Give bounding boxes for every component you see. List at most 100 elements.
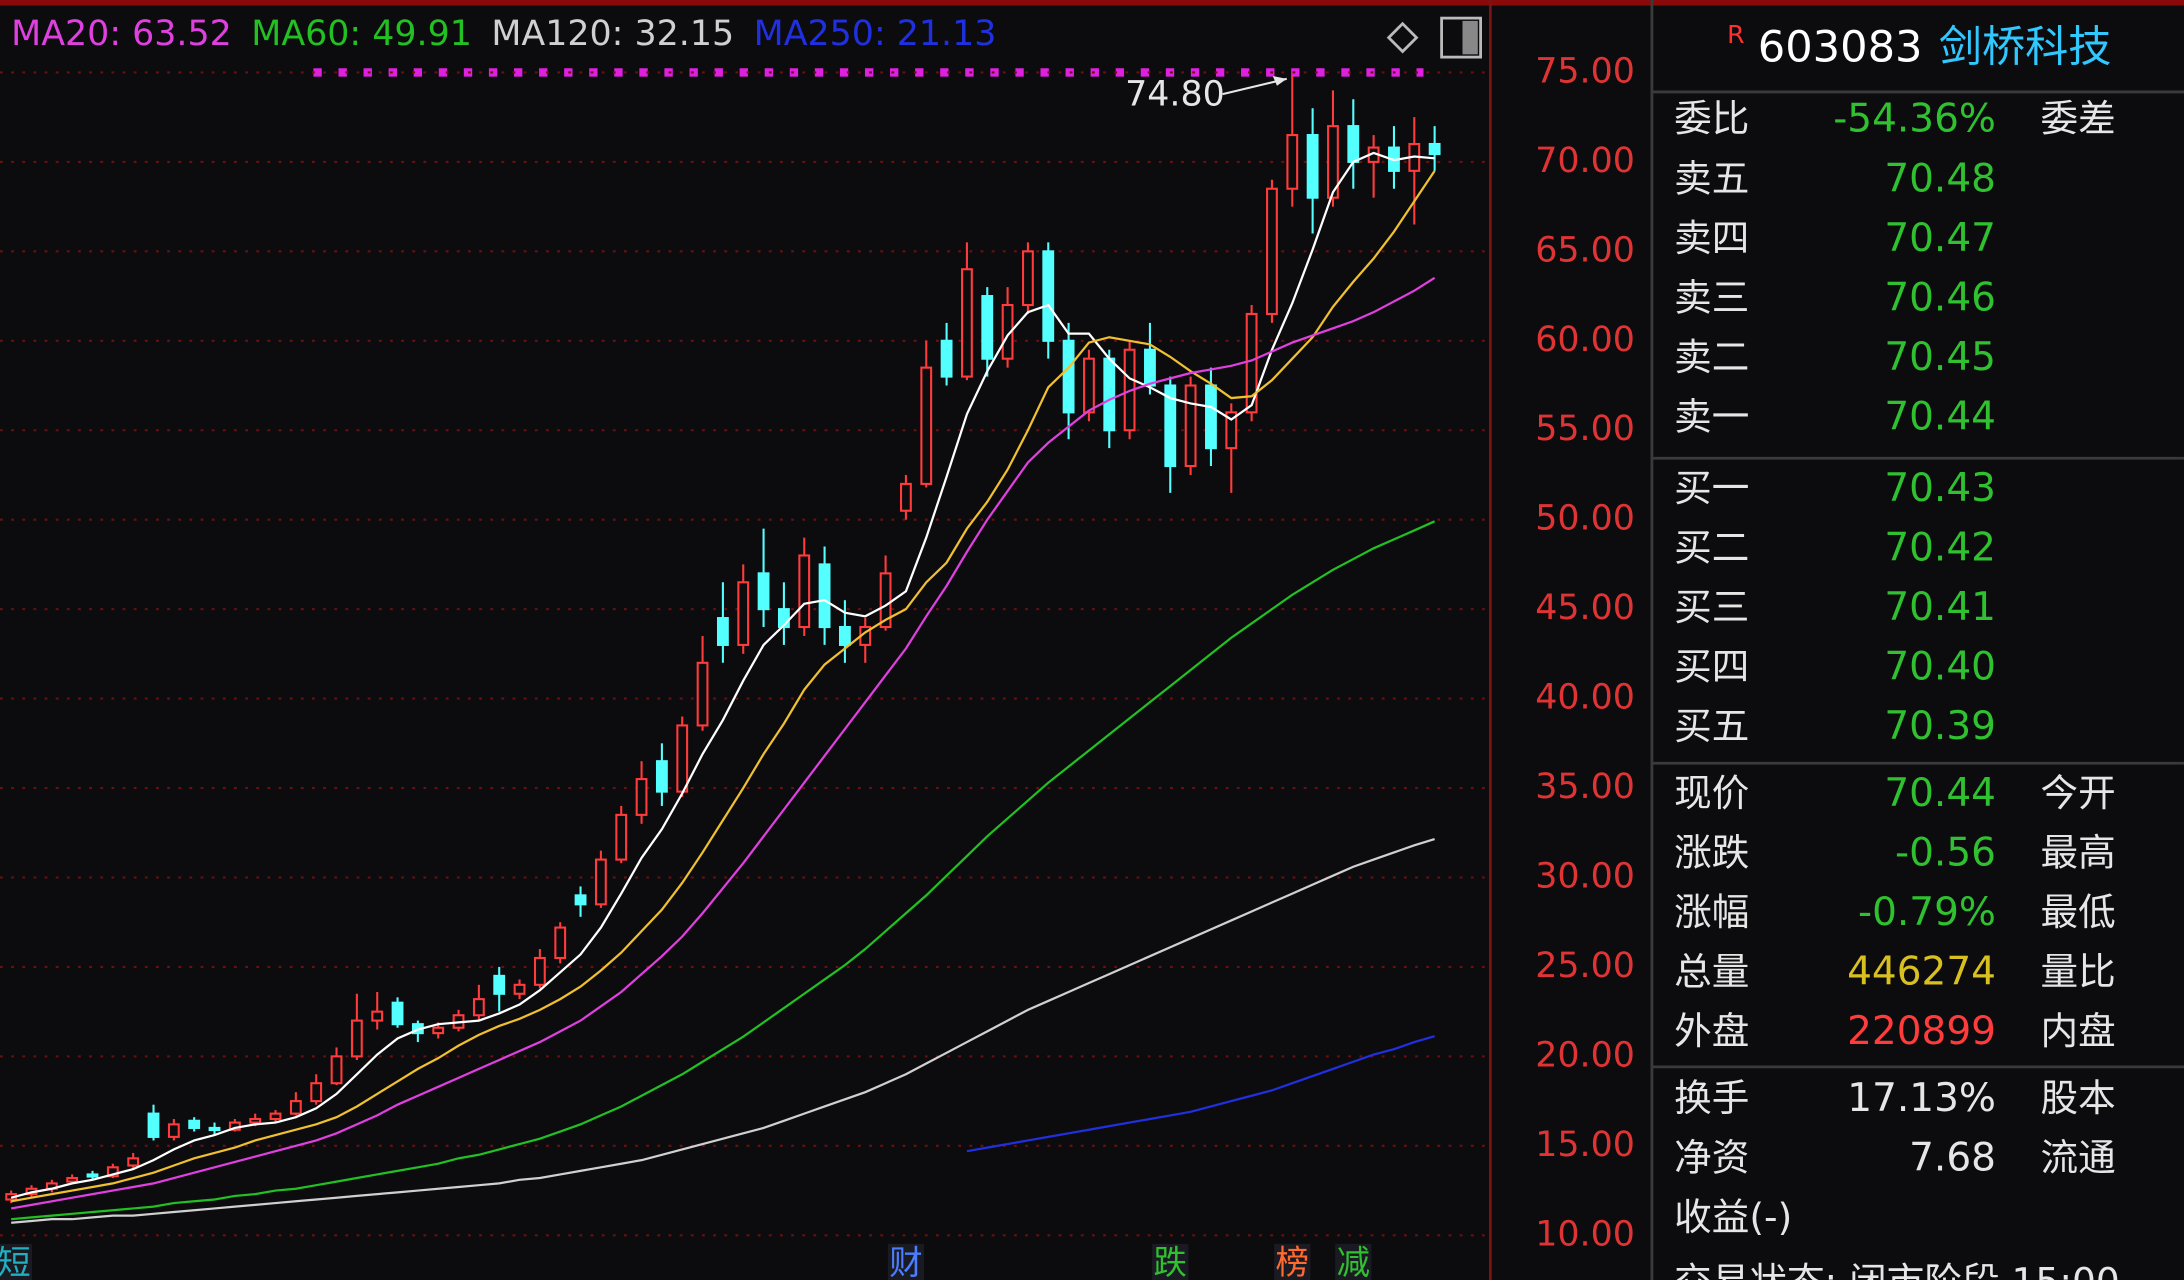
candle-body	[106, 1166, 119, 1178]
quote-label: 现价	[1674, 771, 1749, 815]
candle-body	[1327, 125, 1339, 199]
candle-body	[757, 572, 770, 611]
quote-value: 70.39	[1884, 704, 1996, 749]
candle-body	[1205, 384, 1217, 450]
quote-label: 外盘	[1674, 1009, 1749, 1053]
candle-body	[961, 268, 973, 378]
quote-label: 换手	[1674, 1076, 1749, 1120]
event-marker: 减	[1337, 1243, 1370, 1280]
candle-body	[1428, 142, 1441, 156]
ma-line	[10, 151, 1435, 1199]
badge: R	[1727, 20, 1744, 49]
annotation-arrowhead	[1272, 76, 1287, 86]
y-tick-label: 15.00	[1535, 1125, 1635, 1165]
candle-body	[1001, 303, 1014, 360]
stock-name: 剑桥科技	[1939, 23, 2112, 73]
candle-body	[818, 563, 831, 629]
candle-body	[1144, 348, 1156, 387]
candle-body	[879, 572, 892, 629]
candle-body	[1347, 125, 1360, 163]
event-marker: 短	[0, 1243, 31, 1280]
candle-body	[1225, 411, 1238, 450]
candle-body	[432, 1026, 445, 1035]
candle-body	[1042, 250, 1055, 342]
candle-body	[838, 625, 851, 646]
candle-body	[635, 778, 648, 816]
quote-value: -0.79%	[1858, 890, 1996, 935]
quote-label: 买二	[1674, 525, 1749, 569]
quote-extra: 最低	[2041, 890, 2116, 934]
quote-value: 70.45	[1884, 335, 1996, 380]
candle-body	[574, 894, 587, 906]
y-tick-label: 50.00	[1535, 499, 1635, 539]
candle-body	[147, 1112, 160, 1138]
quote-extra: 量比	[2041, 950, 2116, 994]
panel-icon-fill	[1462, 20, 1478, 55]
event-marker-box	[0, 1243, 33, 1280]
candle-body	[86, 1173, 99, 1178]
quote-value: 70.47	[1884, 216, 1996, 261]
quote-value: 70.44	[1884, 395, 1996, 440]
quote-value: 70.48	[1884, 156, 1996, 201]
candle-body	[594, 858, 607, 906]
quote-extra: 内盘	[2041, 1009, 2116, 1053]
quote-label: 收益(-)	[1674, 1195, 1792, 1239]
legend-entry: MA120: 32.15	[491, 14, 734, 54]
event-marker: 跌	[1154, 1243, 1187, 1280]
quote-label: 买四	[1674, 645, 1749, 689]
quote-label: 委比	[1674, 97, 1749, 141]
event-marker: 榜	[1276, 1243, 1309, 1280]
candle-body	[900, 482, 912, 512]
legend-entry: MA250: 21.13	[754, 14, 997, 54]
candle-body	[330, 1055, 343, 1085]
y-tick-label: 60.00	[1535, 320, 1635, 360]
quote-value: 17.13%	[1847, 1076, 1996, 1121]
legend-entry: MA60: 49.91	[251, 14, 472, 54]
diamond-icon[interactable]	[1386, 21, 1419, 54]
candle-body	[554, 926, 567, 960]
candle-body	[615, 813, 628, 861]
y-tick-label: 65.00	[1535, 230, 1635, 270]
candle-body	[472, 998, 485, 1017]
candle-body	[716, 617, 729, 646]
y-tick-label: 25.00	[1535, 946, 1635, 986]
annotation: 74.80	[1125, 75, 1225, 115]
candle-body	[1306, 134, 1319, 199]
panel-icon[interactable]	[1440, 16, 1482, 59]
event-marker-box	[1274, 1243, 1311, 1280]
candle-body	[1083, 357, 1095, 414]
y-tick-label: 55.00	[1535, 409, 1635, 449]
quote-value: -54.36%	[1833, 97, 1996, 142]
candle-body	[188, 1119, 201, 1129]
quote-value: 70.41	[1884, 585, 1996, 630]
candle-body	[798, 554, 811, 629]
quote-label: 卖四	[1674, 216, 1749, 260]
candle-body	[310, 1082, 323, 1103]
candle-body	[66, 1176, 79, 1183]
ma-line	[11, 837, 1435, 1224]
quote-extra: 股本	[2041, 1076, 2116, 1120]
quote-label: 卖三	[1674, 276, 1749, 320]
quote-value: 70.43	[1884, 466, 1996, 511]
quote-label: 涨跌	[1674, 830, 1749, 874]
top-bar	[0, 0, 2184, 6]
quote-value: 70.42	[1884, 525, 1996, 570]
candle-body	[167, 1123, 180, 1138]
quote-value: 70.46	[1884, 276, 1996, 321]
event-marker-box	[1335, 1243, 1372, 1280]
candle-body	[127, 1157, 140, 1167]
event-marker-box	[1152, 1243, 1189, 1280]
candle-body	[676, 724, 689, 793]
candle-body	[981, 295, 994, 360]
candle-body	[696, 661, 709, 727]
candle-body	[737, 581, 750, 646]
quote-extra: 今开	[2041, 771, 2116, 815]
ma-line	[10, 276, 1436, 1210]
quote-label: 卖二	[1674, 335, 1749, 379]
candle-body	[655, 760, 668, 793]
y-tick-label: 30.00	[1535, 856, 1635, 896]
candle-body	[1245, 312, 1258, 414]
candle-body	[1184, 384, 1197, 468]
candle-body	[940, 339, 953, 378]
